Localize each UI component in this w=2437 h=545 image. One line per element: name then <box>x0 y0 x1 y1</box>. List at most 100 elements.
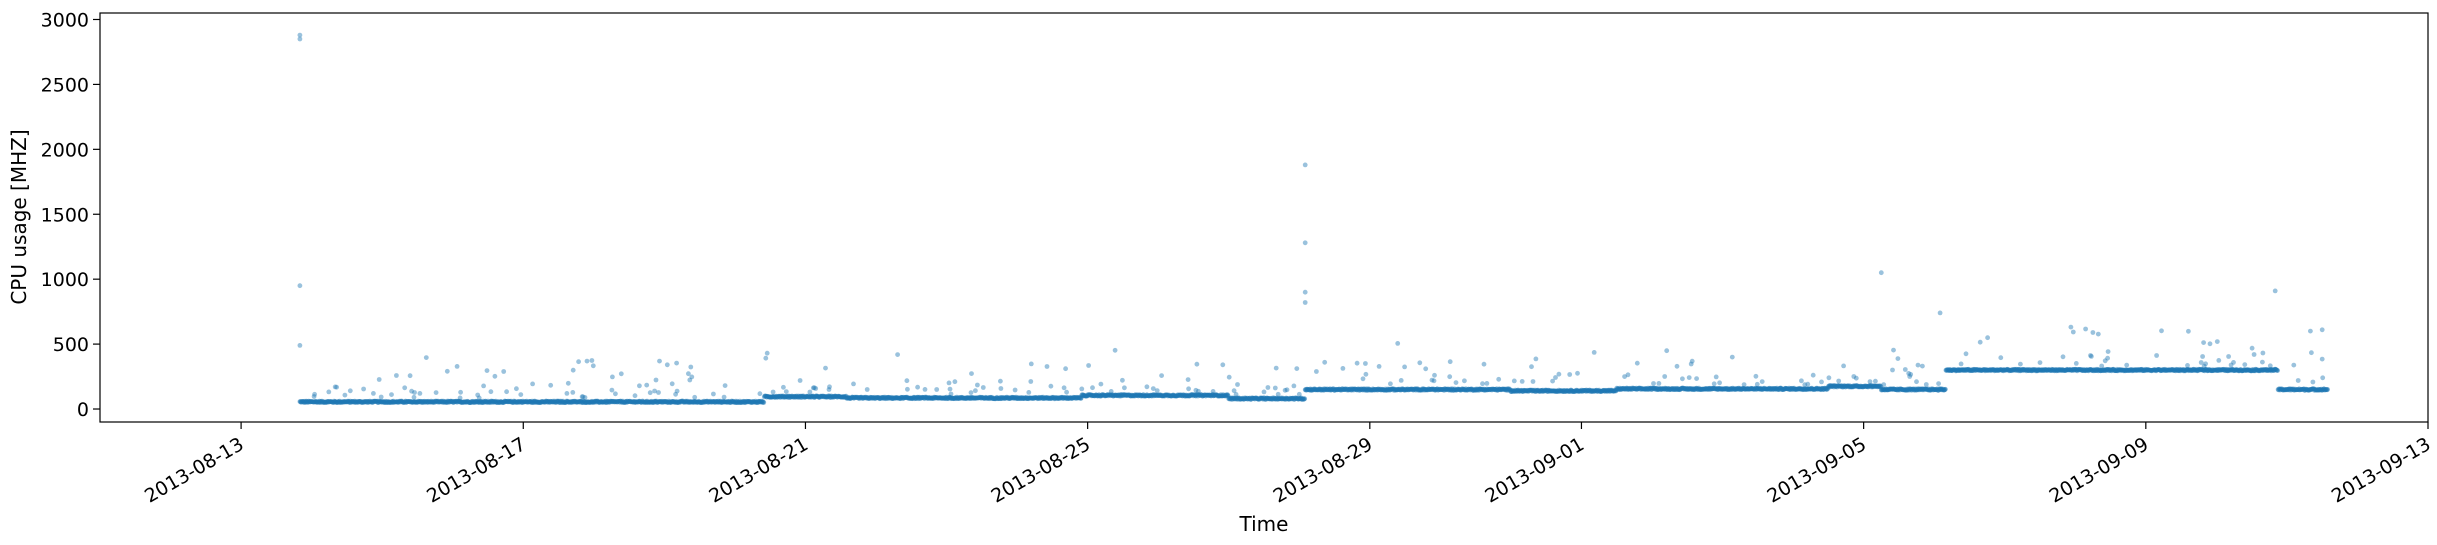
data-point <box>297 399 303 404</box>
data-point <box>545 399 551 405</box>
data-point <box>613 391 618 397</box>
data-point <box>361 400 366 405</box>
data-point <box>475 400 481 405</box>
data-point <box>531 399 536 405</box>
data-point <box>1511 378 1517 384</box>
data-point <box>480 398 486 404</box>
data-point <box>449 399 455 405</box>
data-point <box>606 399 611 404</box>
data-point <box>583 399 588 404</box>
data-point <box>365 399 371 404</box>
data-point <box>364 399 369 405</box>
data-point <box>1026 390 1032 395</box>
data-point <box>387 400 393 405</box>
data-point <box>1273 365 1279 371</box>
data-point <box>373 399 379 404</box>
data-point <box>342 399 347 405</box>
data-point <box>627 399 633 404</box>
data-point <box>334 400 340 405</box>
data-point <box>584 400 589 405</box>
data-point <box>396 399 402 405</box>
data-point <box>426 399 432 405</box>
data-point <box>637 398 642 404</box>
data-point <box>1398 378 1404 383</box>
data-point <box>491 398 496 404</box>
data-point <box>338 399 343 405</box>
data-point <box>415 399 420 405</box>
data-point <box>642 399 648 405</box>
data-point <box>589 399 595 405</box>
data-point <box>398 398 404 404</box>
data-point <box>610 374 615 380</box>
data-point <box>626 399 631 405</box>
data-point <box>309 399 315 404</box>
data-point <box>520 399 526 405</box>
data-point <box>402 385 408 391</box>
data-point <box>348 399 354 405</box>
data-point <box>581 399 586 404</box>
data-point <box>436 399 442 405</box>
data-point <box>347 399 353 405</box>
data-point <box>1920 363 1925 369</box>
data-point <box>2018 361 2023 367</box>
data-point <box>345 399 350 405</box>
data-point <box>358 399 363 404</box>
data-point <box>352 398 358 404</box>
data-point <box>342 392 348 398</box>
data-point <box>1634 360 1640 366</box>
data-point <box>525 399 531 405</box>
data-point <box>1958 361 1964 367</box>
data-point <box>308 399 314 405</box>
data-point <box>300 399 306 405</box>
data-point <box>589 358 595 363</box>
data-point <box>1998 355 2004 361</box>
data-point <box>636 399 641 405</box>
data-point <box>420 399 426 404</box>
data-point <box>417 399 422 405</box>
data-point <box>399 399 405 405</box>
data-point <box>475 399 481 405</box>
data-point <box>508 399 513 405</box>
data-point <box>481 383 486 389</box>
data-point <box>998 378 1003 384</box>
data-point <box>391 398 396 404</box>
data-point <box>343 399 349 404</box>
data-point <box>366 399 372 404</box>
data-point <box>311 394 317 399</box>
data-point <box>444 398 450 404</box>
data-point <box>397 399 403 405</box>
data-point <box>637 383 642 389</box>
data-point <box>1908 372 1914 377</box>
data-point <box>517 399 522 404</box>
data-point <box>513 399 518 405</box>
data-point <box>424 400 430 405</box>
data-point <box>620 399 626 405</box>
data-point <box>377 399 383 404</box>
data-point <box>581 398 587 404</box>
data-point <box>449 399 455 405</box>
data-point <box>350 399 356 405</box>
data-point <box>527 399 532 404</box>
data-point <box>1625 372 1631 378</box>
data-point <box>307 399 313 404</box>
data-point <box>361 386 366 392</box>
data-point <box>368 399 373 405</box>
data-point <box>389 400 394 405</box>
outlier-point <box>764 350 770 356</box>
data-point <box>456 398 461 404</box>
data-point <box>347 388 353 394</box>
data-point <box>587 399 592 405</box>
data-point <box>570 390 576 395</box>
data-point <box>394 399 399 405</box>
data-point <box>450 399 456 405</box>
data-point <box>628 399 633 405</box>
data-point <box>1943 386 1948 392</box>
data-point <box>513 399 519 405</box>
data-point <box>590 400 596 405</box>
data-point <box>434 398 440 404</box>
data-point <box>326 389 332 395</box>
data-point <box>319 399 324 405</box>
data-point <box>307 399 313 405</box>
data-point <box>539 399 545 404</box>
data-point <box>952 379 958 385</box>
